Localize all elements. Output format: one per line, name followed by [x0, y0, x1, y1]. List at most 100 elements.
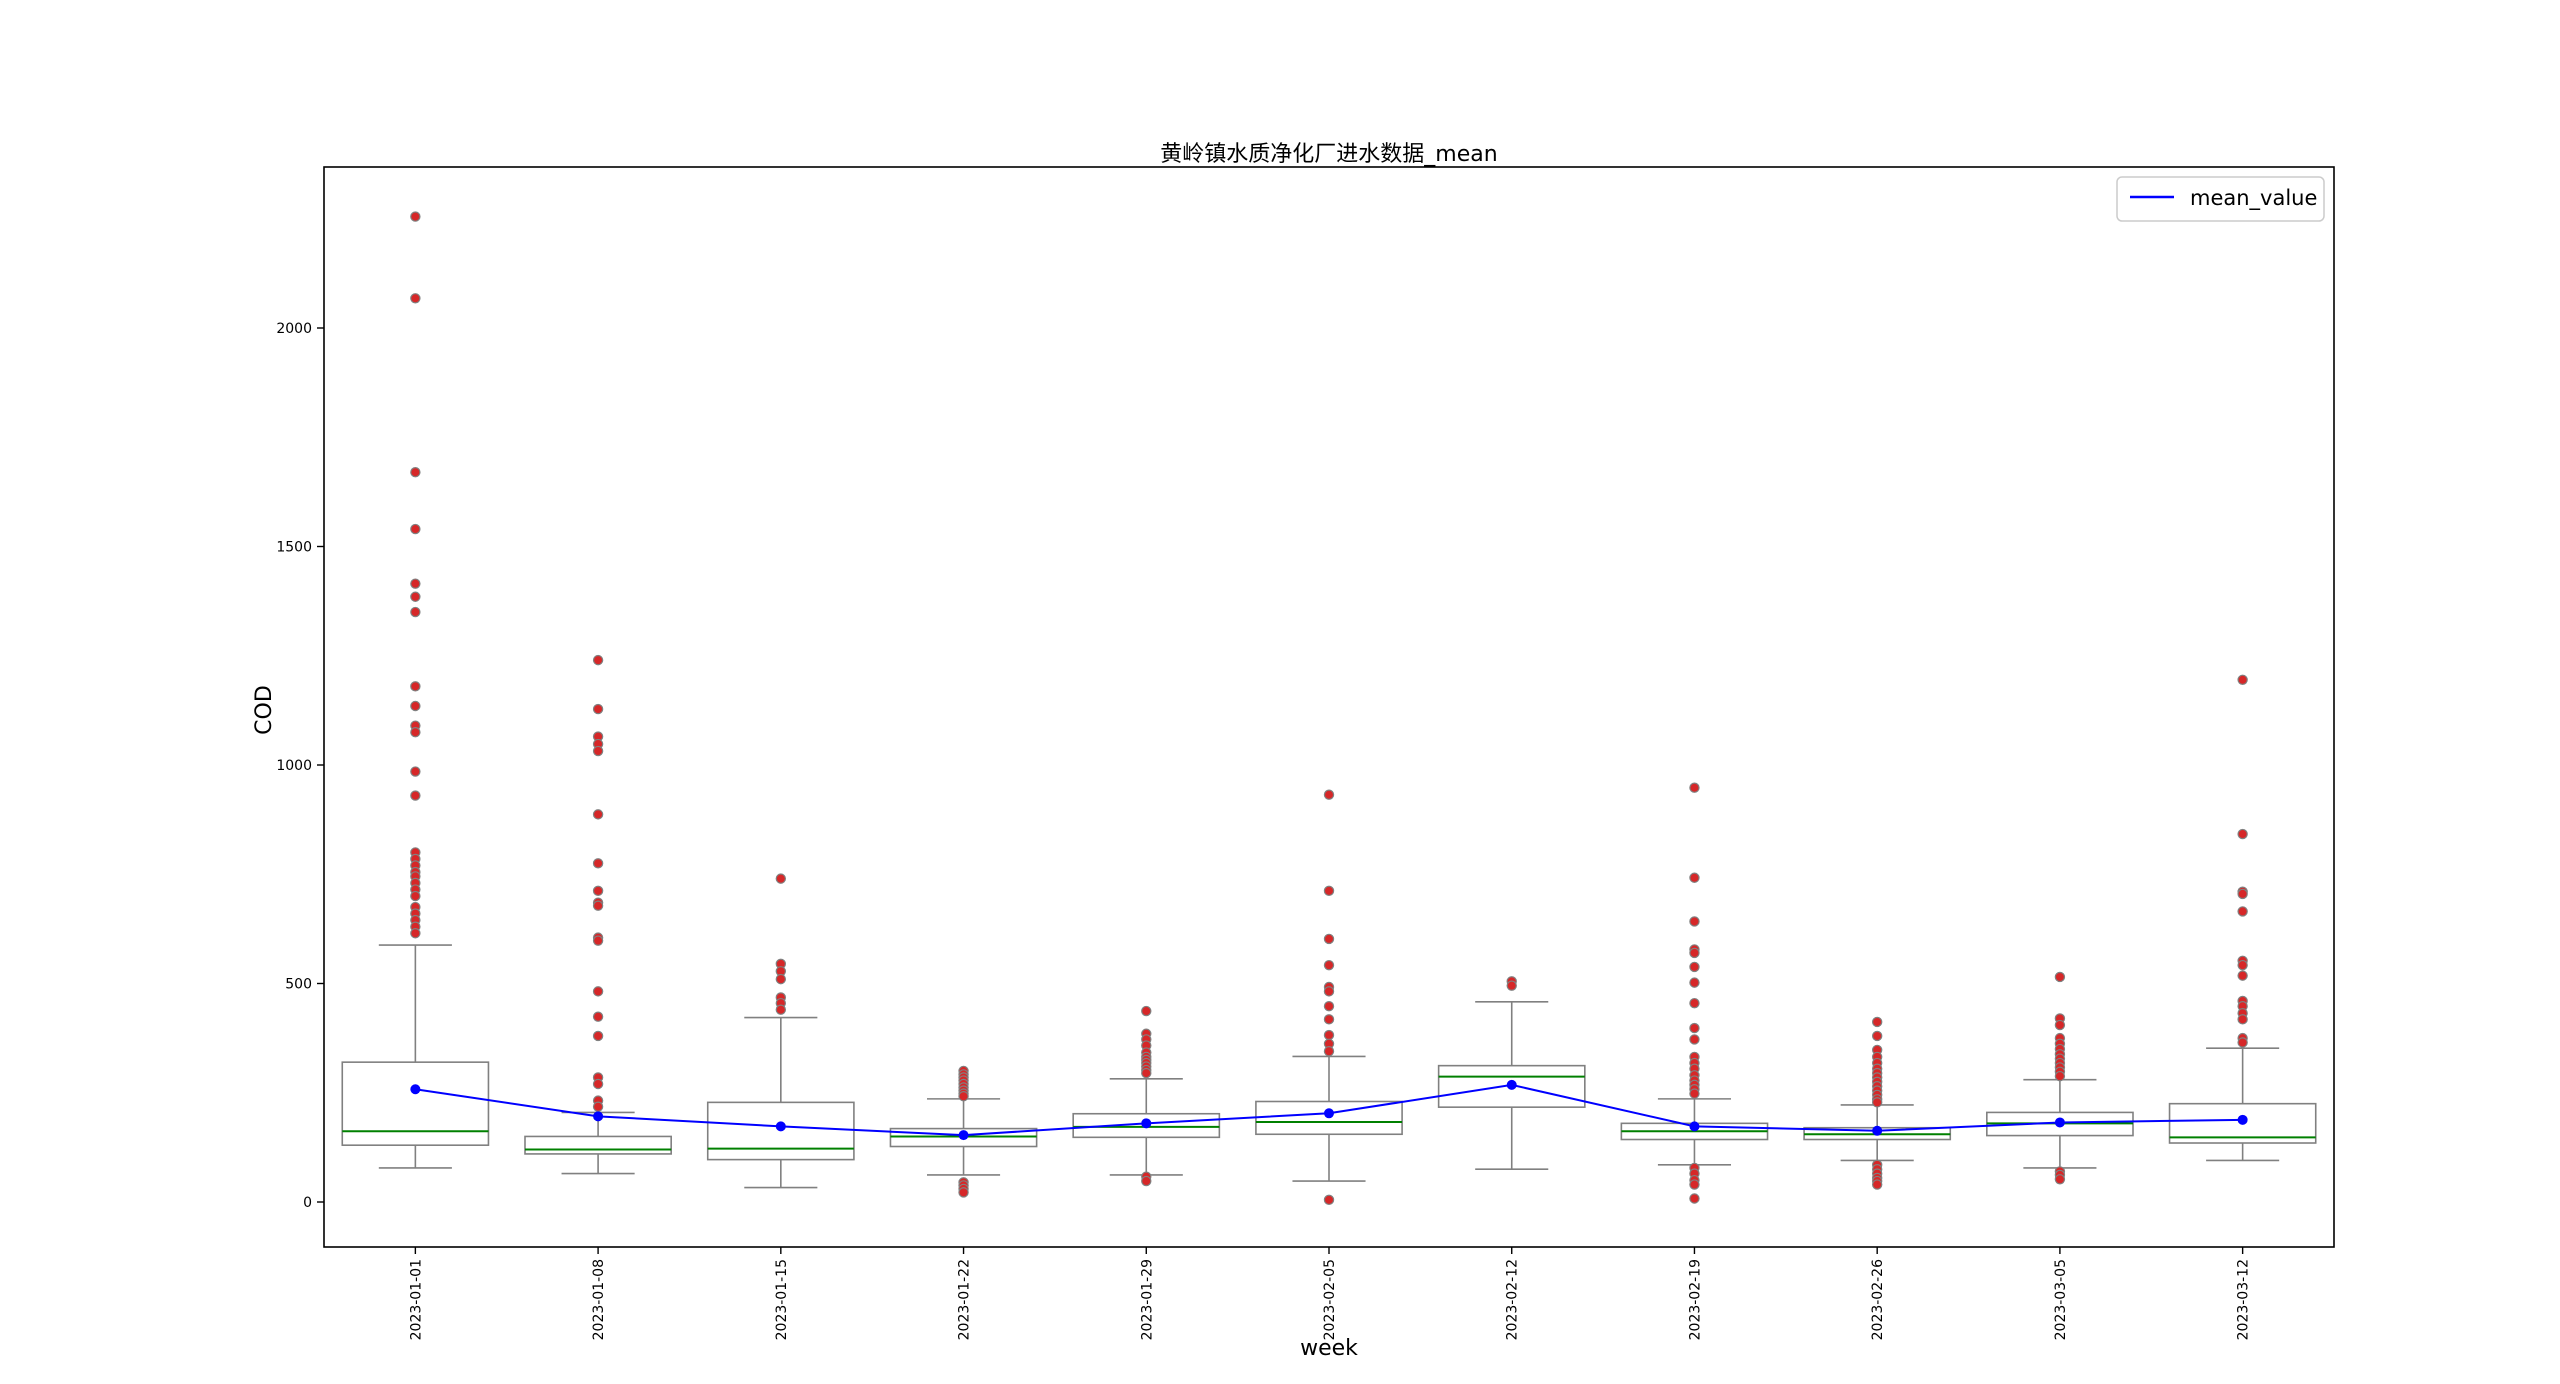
outlier-point	[2237, 1037, 2248, 1048]
outlier-point	[1323, 959, 1335, 971]
y-axis: 0 500 1000 1500 2000	[276, 321, 324, 1211]
outlier-point	[410, 890, 421, 902]
outlier-point	[2237, 906, 2248, 917]
outlier-point	[1871, 1016, 1883, 1028]
outlier-point	[1323, 1001, 1335, 1012]
outlier-point	[410, 591, 421, 602]
outlier-point	[1689, 1022, 1700, 1034]
box	[341, 1061, 490, 1146]
x-tick-label: 2023-03-05	[2053, 1259, 2069, 1340]
mean-value-point	[1872, 1125, 1883, 1136]
outlier-point	[410, 766, 421, 777]
outlier-point	[1141, 1005, 1152, 1017]
outlier-point	[1689, 872, 1700, 883]
x-tick-label: 2023-01-15	[774, 1259, 790, 1340]
x-axis: 2023-01-01 2023-01-08 2023-01-15 2023-01-22…	[408, 1247, 2252, 1340]
outlier-point	[1689, 916, 1700, 927]
outlier-point	[410, 727, 421, 738]
outlier-point	[1506, 980, 1517, 991]
x-tick-label: 2023-01-22	[957, 1259, 973, 1340]
outlier-point	[1871, 1179, 1883, 1190]
mean-value-point	[958, 1130, 969, 1141]
outlier-point	[592, 745, 604, 757]
box-group-2023-01-01	[341, 211, 490, 1169]
mean-value-point	[2237, 1114, 2248, 1125]
outlier-point	[592, 1101, 604, 1112]
x-tick-label: 2023-03-12	[2236, 1259, 2252, 1340]
outlier-point	[1323, 1029, 1335, 1041]
outlier-point	[2054, 1174, 2066, 1185]
outlier-point	[410, 681, 421, 692]
outlier-point	[592, 900, 604, 911]
outlier-point	[592, 885, 604, 897]
mean-value-point	[2054, 1117, 2065, 1128]
outlier-point	[1323, 1046, 1335, 1057]
mean-value-point	[410, 1084, 421, 1095]
outlier-point	[1689, 997, 1700, 1009]
outlier-point	[775, 873, 787, 884]
y-tick-label: 2000	[276, 321, 312, 337]
outlier-point	[410, 211, 421, 222]
outlier-point	[1141, 1175, 1152, 1187]
outlier-point	[1689, 1034, 1700, 1045]
outlier-point	[592, 809, 604, 820]
mean-value-point	[1689, 1121, 1700, 1132]
mean-value-point	[1141, 1118, 1152, 1129]
outlier-point	[2054, 1019, 2066, 1031]
outlier-point	[958, 1187, 969, 1198]
outlier-point	[410, 700, 421, 712]
y-tick-label: 500	[285, 977, 312, 993]
outlier-point	[1689, 977, 1700, 988]
chart-title: 黄岭镇水质净化厂进水数据_mean	[1160, 142, 1497, 167]
mean-value-point	[593, 1111, 604, 1122]
outlier-point	[592, 935, 604, 946]
outlier-point	[1871, 1030, 1883, 1042]
outlier-point	[592, 1078, 604, 1090]
outlier-point	[2054, 1070, 2066, 1082]
outlier-point	[2237, 674, 2248, 685]
x-tick-label: 2023-01-01	[408, 1259, 424, 1340]
mean-value-point	[1506, 1079, 1517, 1090]
legend-box	[2116, 176, 2325, 222]
outlier-point	[1323, 789, 1335, 800]
outlier-point	[2237, 828, 2248, 840]
outlier-point	[410, 467, 421, 478]
x-tick-label: 2023-01-29	[1139, 1259, 1155, 1340]
x-tick-label: 2023-02-05	[1322, 1259, 1338, 1340]
outlier-point	[958, 1091, 969, 1102]
outlier-point	[1689, 782, 1700, 793]
outlier-point	[2237, 970, 2248, 981]
outlier-point	[1689, 1193, 1700, 1204]
outlier-point	[410, 606, 421, 618]
legend-label-mean-value: mean_value	[2190, 186, 2317, 211]
y-tick-label: 0	[303, 1195, 312, 1211]
outlier-point	[410, 578, 421, 589]
outlier-point	[410, 928, 421, 939]
outlier-point	[592, 986, 604, 997]
outlier-point	[592, 858, 604, 869]
x-tick-label: 2023-02-19	[1687, 1259, 1703, 1340]
outlier-point	[1323, 986, 1335, 997]
outlier-point	[1689, 1179, 1700, 1190]
x-axis-label: week	[1300, 1336, 1358, 1361]
x-tick-label: 2023-02-12	[1505, 1259, 1521, 1340]
outlier-point	[1323, 885, 1335, 897]
outlier-point	[1323, 1194, 1335, 1206]
outlier-point	[1141, 1067, 1152, 1079]
outlier-point	[2237, 1014, 2248, 1025]
y-axis-label: COD	[252, 685, 277, 735]
y-tick-label: 1000	[276, 758, 312, 774]
outlier-point	[2237, 888, 2248, 900]
plot-area	[341, 211, 2317, 1206]
outlier-point	[410, 790, 421, 801]
outlier-point	[1871, 1097, 1883, 1108]
x-tick-label: 2023-01-08	[591, 1259, 607, 1340]
outlier-point	[592, 1030, 604, 1042]
mean-value-point	[1324, 1108, 1334, 1119]
outlier-point	[1689, 947, 1700, 959]
outlier-point	[1689, 961, 1700, 973]
outlier-point	[592, 703, 604, 715]
outlier-point	[410, 523, 421, 535]
